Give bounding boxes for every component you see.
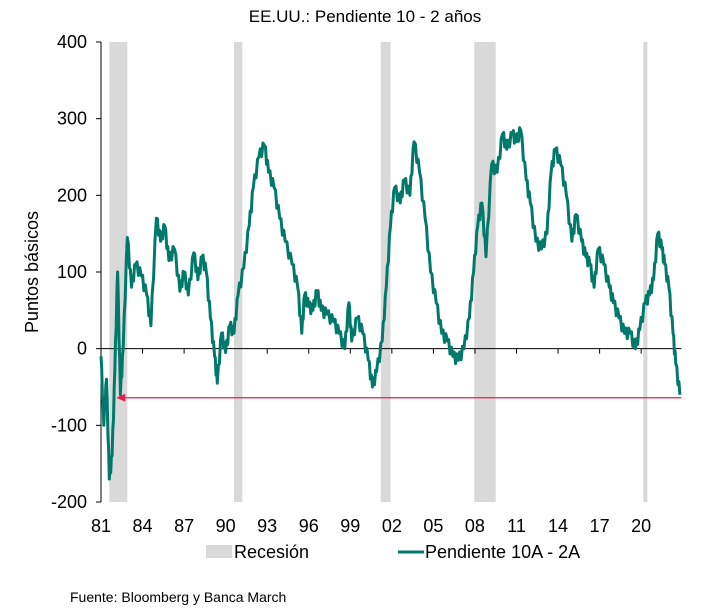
legend: Recesión Pendiente 10A - 2A	[206, 542, 580, 562]
legend-swatch-recession	[206, 545, 232, 558]
y-tick-labels: 400 300 200 100 0 -100 -200	[51, 32, 87, 512]
annotation-arrow-head	[116, 393, 126, 402]
recession-band	[643, 42, 648, 502]
x-tick-label: 20	[631, 516, 651, 536]
axes	[96, 41, 682, 503]
x-tick-label: 90	[216, 516, 236, 536]
series-line-slope	[99, 126, 682, 481]
x-tick-label: 17	[590, 516, 610, 536]
x-tick-labels: 81 84 87 90 93 96 99 02 05 08 11 14 17 20	[91, 516, 651, 536]
recession-band	[474, 42, 496, 502]
x-tick-label: 87	[174, 516, 194, 536]
x-tick-label: 96	[299, 516, 319, 536]
y-tick-label: -100	[51, 415, 87, 435]
y-tick-label: 100	[57, 262, 87, 282]
x-tick-label: 11	[507, 516, 526, 536]
source-note: Fuente: Bloomberg y Banca March	[70, 589, 286, 605]
x-tick-label: 93	[257, 516, 277, 536]
x-tick-label: 81	[91, 516, 111, 536]
y-tick-label: 0	[77, 339, 87, 359]
recession-band	[233, 42, 243, 502]
annotations	[116, 393, 682, 402]
y-axis-label: Puntos básicos	[22, 211, 42, 333]
x-tick-label: 05	[423, 516, 443, 536]
x-tick-label: 99	[340, 516, 360, 536]
y-tick-label: -200	[51, 492, 87, 512]
y-tick-label: 400	[57, 32, 87, 52]
x-tick-label: 08	[465, 516, 485, 536]
chart-title: EE.UU.: Pendiente 10 - 2 años	[249, 7, 481, 26]
y-tick-label: 200	[57, 185, 87, 205]
series-lines	[99, 126, 682, 481]
x-tick-label: 14	[548, 516, 568, 536]
legend-label-slope: Pendiente 10A - 2A	[425, 542, 580, 562]
y-tick-label: 300	[57, 109, 87, 129]
x-tick-label: 84	[133, 516, 153, 536]
legend-label-recession: Recesión	[234, 542, 309, 562]
x-tick-label: 02	[382, 516, 402, 536]
